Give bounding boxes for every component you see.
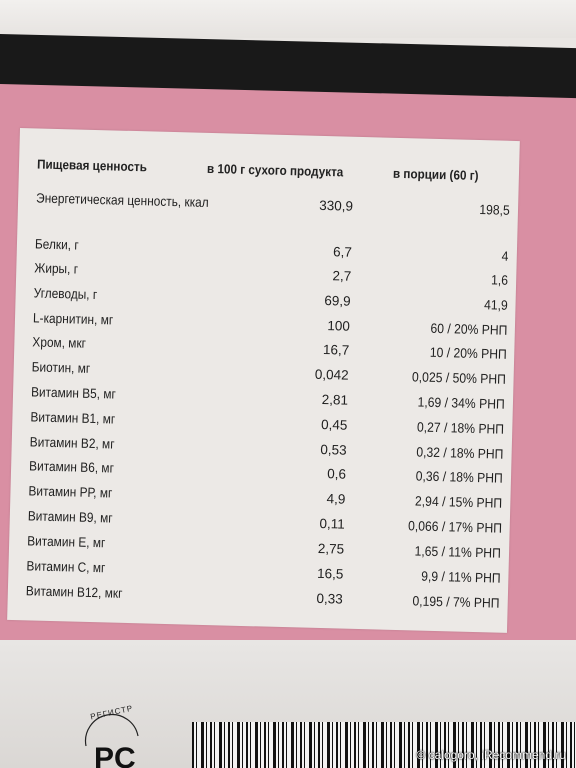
row-per-portion: 0,32 / 18% РНП — [416, 444, 504, 462]
header-nutrition-value: Пищевая ценность — [36, 156, 148, 175]
row-per-100g: 0,11 — [319, 515, 345, 532]
row-per-100g: 0,45 — [320, 416, 348, 433]
registry-logo: PC — [84, 713, 139, 768]
row-label: Витамин С, мг — [26, 558, 106, 576]
row-label: L-карнитин, мг — [32, 310, 114, 328]
row-per-portion: 60 / 20% РНП — [429, 320, 508, 338]
row-label: Белки, г — [34, 236, 79, 253]
row-per-portion: 41,9 — [483, 297, 508, 313]
package-top — [0, 0, 576, 38]
barcode — [192, 722, 576, 768]
row-per-100g: 0,53 — [320, 441, 347, 458]
row-per-100g: 2,7 — [332, 268, 352, 284]
row-label: Хром, мкг — [32, 334, 87, 351]
row-label: Биотин, мг — [31, 359, 91, 376]
row-per-100g: 69,9 — [324, 293, 351, 309]
row-label: Энергетическая ценность, ккал — [35, 190, 209, 210]
row-per-portion: 1,69 / 34% РНП — [417, 394, 506, 412]
row-per-portion: 1,6 — [491, 272, 509, 288]
header-per-100g: в 100 г сухого продукта — [206, 160, 344, 180]
row-per-portion: 2,94 / 15% РНП — [415, 493, 503, 511]
row-per-100g: 0,6 — [327, 466, 347, 482]
table-row: Энергетическая ценность, ккал 330,9 198,5 — [18, 190, 518, 225]
row-per-portion: 0,36 / 18% РНП — [415, 468, 504, 486]
row-per-100g: 2,81 — [321, 391, 349, 408]
svg-text:PC: PC — [94, 742, 136, 768]
row-label: Витамин В5, мг — [30, 384, 117, 402]
row-per-100g: 6,7 — [332, 244, 353, 260]
row-label: Жиры, г — [34, 260, 79, 277]
row-per-portion: 0,195 / 7% РНП — [412, 593, 500, 611]
row-per-100g: 4,9 — [326, 491, 346, 507]
row-per-portion: 4 — [501, 248, 510, 264]
row-label: Витамин Е, мг — [26, 533, 106, 551]
row-label: Витамин В9, мг — [27, 508, 113, 526]
row-per-100g: 0,042 — [314, 366, 349, 383]
row-per-portion: 198,5 — [479, 202, 511, 218]
row-per-portion: 1,65 / 11% РНП — [414, 543, 502, 561]
nutrition-table: Пищевая ценность в 100 г сухого продукта… — [7, 128, 520, 633]
row-per-portion: 0,025 / 50% РНП — [411, 369, 506, 387]
row-label: Углеводы, г — [33, 285, 98, 303]
row-per-portion: 0,27 / 18% РНП — [417, 419, 505, 437]
row-label: Витамин РР, мг — [28, 483, 113, 501]
row-per-100g: 100 — [327, 318, 351, 334]
row-label: Витамин В6, мг — [28, 458, 115, 476]
row-label: Витамин В12, мкг — [25, 583, 123, 601]
row-label: Витамин В2, мг — [29, 434, 115, 452]
row-per-portion: 9,9 / 11% РНП — [420, 568, 501, 586]
header-per-portion: в порции (60 г) — [392, 165, 479, 184]
row-per-100g: 0,33 — [316, 590, 343, 607]
row-per-100g: 16,5 — [316, 565, 344, 582]
row-per-100g: 330,9 — [319, 197, 354, 214]
watermark: © calogoro, iRecommend.ru — [416, 748, 566, 762]
row-per-portion: 10 / 20% РНП — [429, 344, 507, 362]
row-label: Витамин В1, мг — [30, 409, 116, 427]
row-per-100g: 2,75 — [317, 540, 345, 557]
row-per-portion: 0,066 / 17% РНП — [407, 518, 502, 536]
row-per-100g: 16,7 — [322, 342, 350, 358]
